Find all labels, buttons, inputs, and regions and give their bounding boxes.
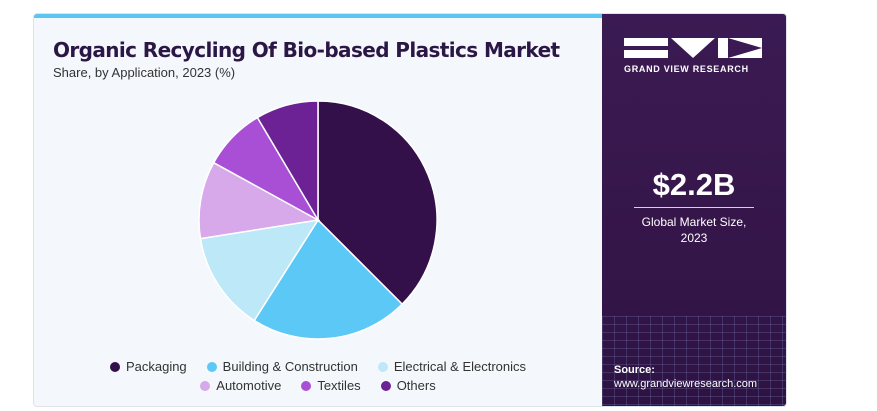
pie-slice-automotive [198, 161, 321, 240]
infographic-card: Organic Recycling Of Bio-based Plastics … [33, 13, 787, 407]
sidebar-panel: GRAND VIEW RESEARCH $2.2B Global Market … [602, 14, 786, 406]
chart-subtitle: Share, by Application, 2023 (%) [53, 65, 236, 80]
legend-swatch [380, 380, 391, 391]
legend-swatch [377, 361, 388, 372]
logo-mark-right [718, 38, 762, 58]
legend-item: Others [380, 378, 436, 393]
legend-swatch [109, 361, 120, 372]
legend-label: Others [396, 378, 436, 393]
legend-label: Textiles [317, 378, 361, 393]
market-caption-line-1: Global Market Size, [641, 215, 747, 229]
chart-panel: Organic Recycling Of Bio-based Plastics … [34, 18, 602, 406]
market-size-caption: Global Market Size, 2023 [602, 214, 786, 246]
legend-item: Building & Construction [206, 359, 358, 374]
logo-mark-left [624, 38, 668, 58]
legend-swatch [200, 380, 211, 391]
chart-title: Organic Recycling Of Bio-based Plastics … [53, 38, 560, 62]
legend-label: Electrical & Electronics [393, 359, 527, 374]
legend-item: Electrical & Electronics [377, 359, 527, 374]
legend-item: Textiles [301, 378, 361, 393]
pie-slice-electrical-electronics [199, 218, 320, 322]
grid-decoration [602, 316, 786, 406]
legend-row-1: Packaging Building & Construction Electric… [34, 359, 602, 375]
legend-label: Automotive [216, 378, 282, 393]
divider-line [634, 207, 754, 208]
pie-slice-packaging [317, 100, 438, 306]
grand-view-research-logo: GRAND VIEW RESEARCH [624, 38, 764, 74]
pie-chart [198, 100, 438, 340]
source-label: Source: [614, 364, 655, 376]
legend-row-2: Automotive Textiles Others [34, 378, 602, 394]
legend-label: Packaging [125, 359, 187, 374]
legend-swatch [301, 380, 312, 391]
legend-label: Building & Construction [222, 359, 358, 374]
market-caption-line-2: 2023 [680, 231, 708, 245]
source-note: Source: www.grandviewresearch.com [614, 363, 757, 391]
legend-swatch [206, 361, 217, 372]
logo-text: GRAND VIEW RESEARCH [624, 64, 749, 74]
logo-mark-center [671, 38, 715, 58]
legend-item: Automotive [200, 378, 281, 393]
pie-slice-building-construction [253, 218, 404, 340]
pie-slice-others [256, 100, 319, 223]
accent-bar [34, 14, 602, 18]
source-url: www.grandviewresearch.com [614, 378, 758, 390]
market-size-value: $2.2B [652, 167, 736, 202]
legend-item: Packaging [109, 359, 187, 374]
